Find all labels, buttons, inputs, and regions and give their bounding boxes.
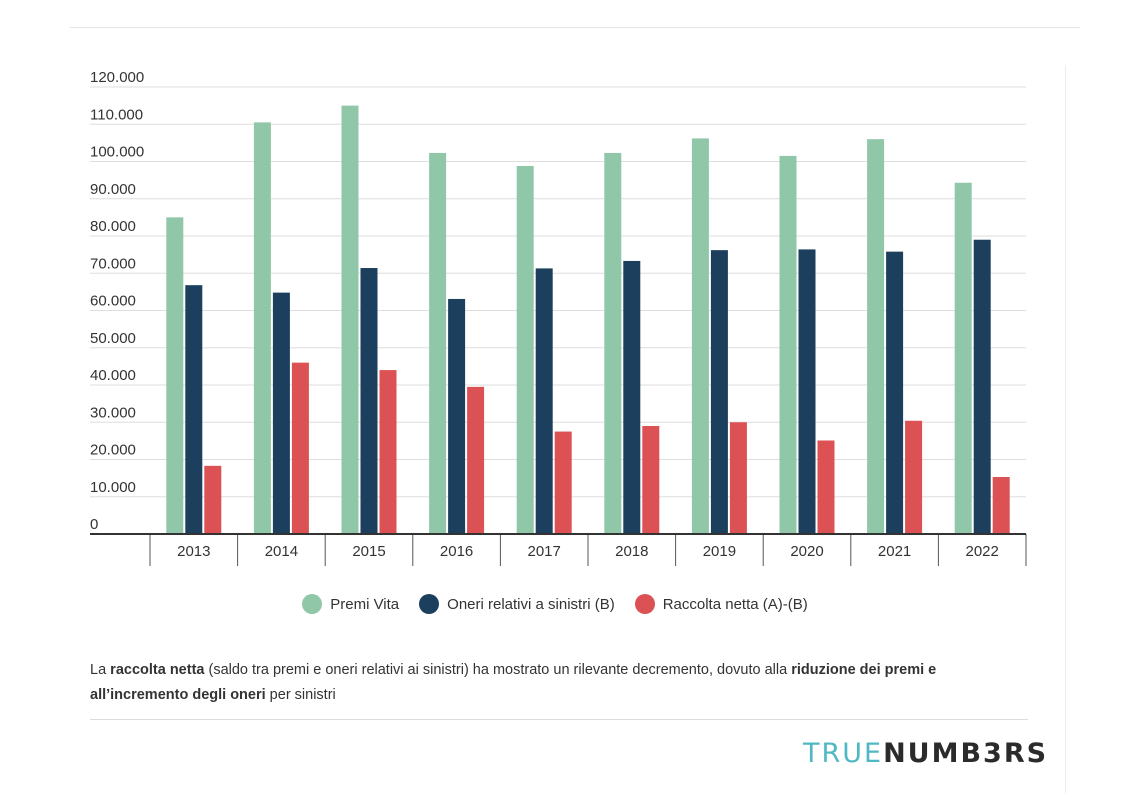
y-tick-label: 50.000	[90, 330, 136, 347]
bar	[691, 138, 709, 534]
logo-part-true: TRUE	[803, 738, 884, 769]
y-tick-label: 70.000	[90, 255, 136, 272]
y-tick-label: 20.000	[90, 442, 136, 459]
y-tick-label: 0	[90, 516, 98, 533]
y-tick-label: 100.000	[90, 144, 144, 161]
bar	[341, 105, 359, 534]
axes: 0 10.000 20.000 30.000 40.000 50.000 60.000 70.…	[90, 69, 1027, 566]
top-divider	[70, 27, 1080, 28]
x-tick-label: 2013	[177, 543, 210, 560]
x-tick-label: 2020	[790, 543, 823, 560]
x-tick-label: 2022	[966, 543, 999, 560]
logo-part-numbers: NUMB3RS	[883, 738, 1049, 769]
bar	[905, 420, 923, 534]
y-tick-label: 110.000	[90, 106, 143, 123]
y-tick-label: 120.000	[90, 69, 144, 86]
bar-chart: 0 10.000 20.000 30.000 40.000 50.000 60.000 70.…	[90, 69, 1027, 566]
bar	[272, 292, 290, 534]
bar	[604, 152, 622, 534]
bar	[448, 298, 466, 534]
bar	[467, 386, 485, 534]
bar	[253, 122, 271, 534]
bar	[710, 250, 728, 534]
y-tick-label: 30.000	[90, 404, 136, 421]
x-tick-label: 2021	[878, 543, 911, 560]
legend-item-premi-vita: Premi Vita	[302, 594, 399, 614]
y-tick-label: 90.000	[90, 181, 136, 198]
legend-label-oneri: Oneri relativi a sinistri (B)	[447, 595, 615, 613]
bar	[554, 431, 572, 534]
bar	[642, 425, 660, 534]
chart-legend: Premi Vita Oneri relativi a sinistri (B)…	[0, 594, 1110, 614]
bar	[886, 251, 904, 534]
caption-bold-1: raccolta netta	[110, 662, 205, 678]
bar	[204, 465, 222, 534]
y-tick-label: 60.000	[90, 293, 136, 310]
x-tick-label: 2014	[265, 543, 298, 560]
caption-bold-2: riduzione dei premi e all’incremento deg…	[90, 662, 937, 703]
bar	[798, 249, 816, 534]
bar	[166, 217, 184, 534]
bar	[516, 165, 534, 534]
legend-item-oneri: Oneri relativi a sinistri (B)	[419, 594, 615, 614]
x-tick-label: 2016	[440, 543, 473, 560]
x-tick-label: 2019	[703, 543, 736, 560]
bars	[166, 105, 1010, 535]
bar	[817, 440, 835, 534]
caption-text-1: La	[90, 662, 111, 678]
legend-item-raccolta: Raccolta netta (A)-(B)	[634, 594, 808, 614]
legend-swatch-premi-vita	[302, 594, 323, 614]
bar	[291, 362, 309, 534]
bar	[973, 239, 991, 534]
caption-text-3: per sinistri	[265, 687, 336, 703]
chart-caption: La raccolta netta (saldo tra premi e one…	[90, 658, 1030, 708]
bar	[954, 182, 972, 535]
caption-text-2: (saldo tra premi e oneri relativi ai sin…	[204, 662, 792, 678]
bar	[379, 370, 397, 534]
bar	[992, 477, 1010, 534]
bar	[185, 285, 203, 534]
bar	[729, 422, 747, 534]
bar	[779, 155, 797, 534]
legend-label-raccolta: Raccolta netta (A)-(B)	[662, 595, 808, 613]
legend-swatch-raccolta	[634, 594, 655, 614]
legend-swatch-oneri	[419, 594, 440, 614]
x-tick-label: 2017	[528, 543, 561, 560]
bar	[535, 268, 553, 534]
bar	[867, 139, 885, 534]
bottom-divider	[90, 719, 1028, 720]
y-tick-label: 80.000	[90, 218, 136, 235]
legend-label-premi-vita: Premi Vita	[330, 595, 400, 613]
x-tick-label: 2018	[615, 543, 648, 560]
truenumbers-logo: TRUENUMB3RS	[803, 738, 1048, 769]
bar	[360, 268, 378, 534]
bar	[623, 260, 641, 534]
right-divider	[1065, 65, 1066, 793]
y-tick-label: 40.000	[90, 367, 136, 384]
x-tick-label: 2015	[352, 543, 385, 560]
bar	[429, 152, 447, 534]
y-tick-label: 10.000	[90, 479, 136, 496]
